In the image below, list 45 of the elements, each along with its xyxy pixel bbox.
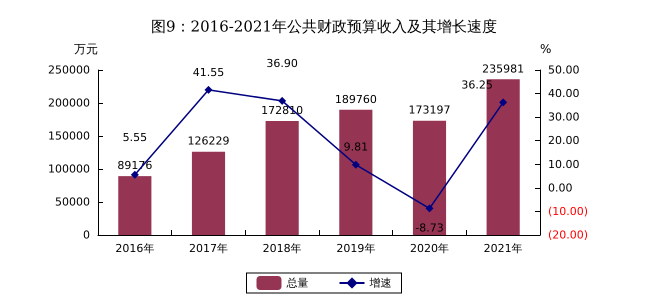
y-tick-label: 200000	[48, 96, 90, 110]
y2-tick-label: 30.00	[548, 110, 580, 124]
y-tick-label: 100000	[48, 162, 90, 176]
y2-tick-label: 20.00	[548, 134, 580, 148]
bar	[339, 110, 372, 235]
y-tick-label: 50000	[55, 196, 90, 208]
data-label: 36.90	[266, 56, 298, 70]
data-label: 173197	[408, 104, 450, 117]
y2-tick-label: 0.00	[548, 181, 572, 194]
chart-title: 图9：2016-2021年公共财政预算收入及其增长速度	[151, 18, 497, 36]
x-tick-label: 2017年	[189, 242, 228, 255]
point	[204, 86, 212, 94]
data-label: 235981	[482, 62, 524, 76]
data-label: -8.73	[415, 221, 444, 234]
x-tick-label: 2020年	[410, 242, 449, 255]
data-label: 41.55	[192, 66, 224, 79]
point	[352, 160, 360, 169]
point	[499, 98, 508, 106]
bar	[412, 120, 446, 235]
legend-label: 总量	[286, 276, 308, 290]
point	[130, 170, 139, 179]
bar	[266, 120, 299, 235]
data-label: 9.81	[344, 140, 368, 154]
y-axis-title: 万元	[74, 42, 98, 56]
point	[426, 204, 434, 212]
y2-tick-label: 40.00	[548, 87, 580, 100]
y2-tick-label: (20.00)	[548, 228, 588, 242]
y2-axis-title: %	[540, 42, 552, 56]
y-tick-label: 150000	[48, 130, 90, 142]
y2-tick-label: 10.00	[548, 158, 580, 171]
x-tick-label: 2019年	[336, 242, 376, 255]
bar	[118, 176, 152, 235]
x-tick-label: 2018年	[262, 242, 302, 255]
data-label: 126229	[188, 134, 230, 148]
x-tick-label: 2021年	[484, 242, 523, 255]
data-label: 189760	[334, 92, 377, 106]
y2-tick-label: (10.00)	[548, 204, 588, 218]
bar	[192, 152, 226, 235]
y-tick-label: 0	[83, 228, 90, 242]
y-tick-label: 250000	[48, 64, 90, 76]
x-tick-label: 2016年	[115, 242, 154, 255]
data-label: 5.55	[122, 130, 148, 144]
point	[278, 96, 286, 105]
y2-tick-label: 50.00	[548, 64, 580, 76]
legend-label: 增速	[368, 276, 392, 290]
